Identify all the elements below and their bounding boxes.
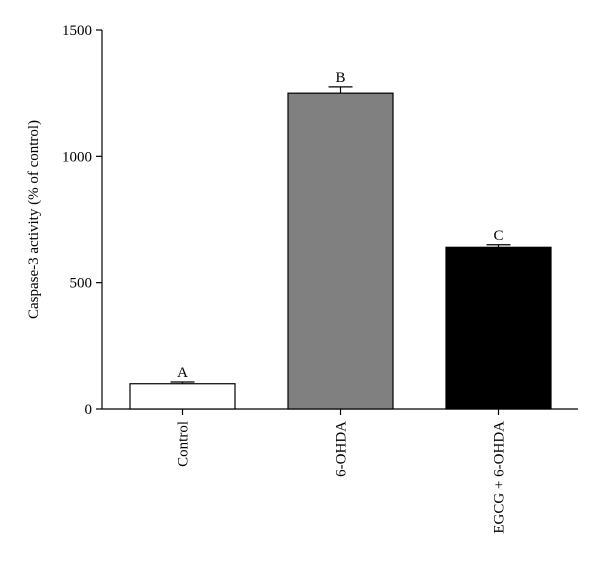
group-label: C [493, 228, 503, 244]
bar [129, 383, 236, 410]
bar [287, 92, 394, 410]
bar [445, 246, 552, 410]
y-tick-label: 0 [85, 402, 93, 418]
y-tick-label: 500 [70, 276, 93, 292]
x-tick-label: EGCG + 6-OHDA [492, 421, 508, 534]
x-tick-label: Control [176, 421, 192, 467]
x-tick-label: 6-OHDA [334, 421, 350, 477]
y-tick-label: 1500 [62, 23, 92, 39]
y-tick-label: 1000 [62, 149, 92, 165]
group-label: A [177, 365, 188, 381]
y-axis-label: Caspase-3 activity (% of control) [26, 120, 42, 319]
group-label: B [335, 70, 345, 86]
